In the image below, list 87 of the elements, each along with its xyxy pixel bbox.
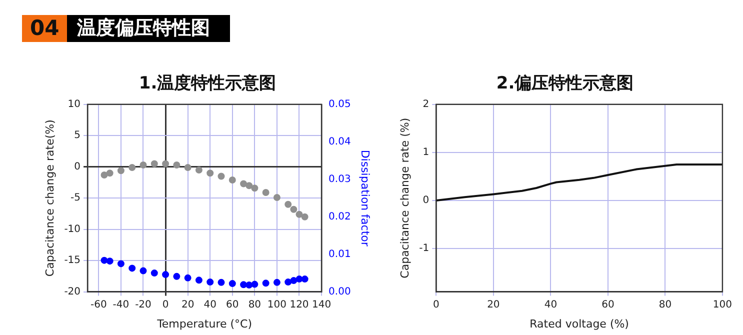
point — [251, 184, 258, 192]
x-tick-label: 100 — [267, 299, 287, 310]
y-tick-label: -10 — [64, 224, 81, 235]
y-tick-label: 10 — [68, 98, 81, 110]
point — [140, 161, 147, 168]
point — [206, 170, 214, 177]
y2-tick-label: 0.03 — [328, 174, 351, 185]
point — [140, 267, 147, 274]
point — [218, 172, 225, 180]
point — [246, 182, 253, 190]
point — [251, 280, 258, 288]
x-tick-label: -40 — [112, 299, 130, 310]
x-tick-label: 40 — [204, 299, 216, 310]
point — [195, 276, 202, 284]
point — [262, 280, 270, 287]
point — [296, 210, 303, 218]
point — [184, 164, 192, 171]
x-axis-title: Rated voltage (%) — [530, 317, 629, 330]
point — [228, 280, 236, 288]
point — [290, 206, 298, 213]
point — [228, 176, 236, 184]
point — [262, 188, 270, 196]
y-tick-label: 0 — [74, 161, 81, 172]
x-tick-label: 100 — [712, 299, 732, 310]
point — [173, 272, 180, 280]
point — [162, 160, 170, 168]
point — [117, 167, 124, 174]
y2-tick-label: 0.02 — [328, 211, 351, 222]
point — [246, 282, 253, 289]
y-tick-label: -1 — [419, 243, 430, 254]
y2-tick-label: 0.04 — [328, 136, 351, 148]
point — [284, 278, 292, 286]
y2-axis-title: Dissipation factor — [358, 150, 372, 247]
y2-tick-label: 0.05 — [328, 98, 351, 110]
point — [273, 278, 280, 286]
y-tick-label: 0 — [422, 195, 430, 206]
y-tick-label: 2 — [422, 98, 430, 110]
y2-tick-label: 0.01 — [328, 248, 351, 260]
x-tick-label: 120 — [290, 299, 309, 310]
point — [273, 194, 280, 201]
chart-title: 1.温度特性示意图 — [138, 74, 276, 94]
point — [106, 258, 114, 265]
y-tick-label: 5 — [74, 130, 81, 142]
x-tick-label: 0 — [162, 299, 169, 310]
point — [218, 278, 225, 286]
point — [301, 276, 308, 283]
point — [184, 274, 192, 282]
y-tick-label: -15 — [64, 255, 81, 266]
x-tick-label: 40 — [544, 299, 558, 310]
point — [173, 161, 180, 168]
x-tick-label: 20 — [181, 299, 194, 310]
point — [195, 166, 202, 174]
y-tick-label: -5 — [70, 192, 81, 204]
x-tick-label: 20 — [487, 299, 500, 310]
x-tick-label: -60 — [90, 299, 107, 310]
point — [106, 170, 114, 177]
point — [301, 213, 308, 220]
x-tick-label: -20 — [135, 299, 152, 310]
text: 温度偏压特性图 — [67, 15, 230, 42]
x-tick-label: 60 — [602, 299, 614, 310]
x-tick-label: 0 — [432, 299, 440, 310]
point — [128, 164, 136, 171]
point — [296, 276, 303, 283]
x-tick-label: 80 — [658, 299, 672, 310]
point — [284, 200, 292, 208]
y-tick-label: 1 — [422, 147, 430, 158]
point — [290, 277, 298, 284]
point — [206, 278, 214, 286]
chart-title: 2.偏压特性示意图 — [496, 74, 634, 94]
point — [150, 160, 158, 168]
point — [150, 270, 158, 277]
y2-tick-label: 0.00 — [328, 286, 351, 298]
text: 04 — [22, 15, 68, 42]
point — [100, 171, 108, 178]
point — [117, 260, 124, 268]
point — [162, 271, 170, 278]
point — [240, 180, 248, 188]
x-tick-label: 60 — [226, 299, 239, 310]
point — [128, 264, 136, 272]
x-axis-title: Temperature (°C) — [156, 317, 252, 330]
point — [100, 256, 108, 264]
y-axis-title: Capacitance change rate (%) — [398, 118, 412, 278]
y-axis-title: Capacitance change rate(%) — [43, 120, 56, 277]
y-tick-label: -20 — [64, 286, 81, 298]
x-tick-label: 80 — [248, 299, 262, 310]
x-tick-label: 140 — [312, 299, 332, 310]
point — [240, 281, 248, 288]
